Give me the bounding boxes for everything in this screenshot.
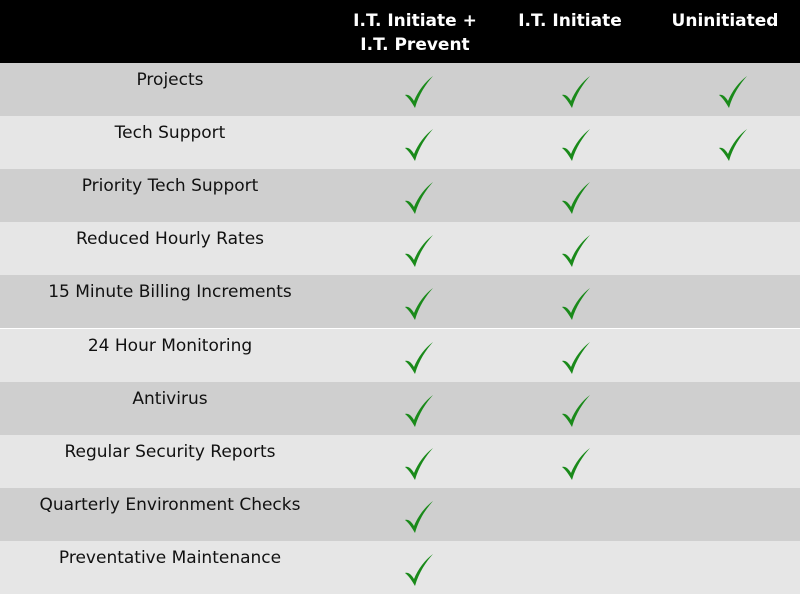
checkmark-icon [403,181,435,215]
column-header-line: I.T. Initiate [518,11,622,31]
table-row: Reduced Hourly Rates [0,222,800,276]
feature-label: Projects [136,70,204,90]
table-row: Projects [0,63,800,116]
checkmark-icon [403,234,435,268]
feature-label: Quarterly Environment Checks [39,494,301,515]
table-row: 15 Minute Billing Increments [0,275,800,329]
table-row: Regular Security Reports [0,434,800,488]
checkmark-icon [403,394,435,428]
checkmark-icon [560,394,592,428]
checkmark-icon [560,447,592,481]
column-header-line: I.T. Prevent [360,35,470,55]
column-header-line: Uninitiated [671,11,779,31]
table-row: Tech Support [0,116,800,170]
checkmark-icon [560,128,592,162]
feature-label: Reduced Hourly Rates [75,229,265,250]
checkmark-icon [560,75,592,109]
checkmark-icon [403,75,435,109]
table-row: Priority Tech Support [0,169,800,223]
column-header-initiate: I.T. Initiate [490,9,650,33]
checkmark-icon [560,341,592,375]
table-row: Preventative Maintenance [0,540,800,594]
checkmark-icon [403,287,435,321]
checkmark-icon [717,128,749,162]
checkmark-icon [717,75,749,109]
checkmark-icon [403,447,435,481]
column-header-uninitiated: Uninitiated [645,9,800,33]
feature-label: Tech Support [114,123,226,144]
feature-label: Priority Tech Support [81,176,259,197]
checkmark-icon [403,553,435,587]
table-row: Antivirus [0,381,800,435]
table-row: 24 Hour Monitoring [0,328,800,382]
checkmark-icon [403,128,435,162]
checkmark-icon [403,341,435,375]
column-header-initiate-prevent: I.T. Initiate + I.T. Prevent [335,9,495,57]
checkmark-icon [560,287,592,321]
column-header-line: I.T. Initiate + [353,11,477,31]
checkmark-icon [560,181,592,215]
feature-label: Regular Security Reports [64,441,276,462]
table-header: I.T. Initiate + I.T. Prevent I.T. Initia… [0,0,800,63]
table-row: Quarterly Environment Checks [0,487,800,541]
feature-label: 15 Minute Billing Increments [48,282,292,303]
checkmark-icon [403,500,435,534]
feature-label: Preventative Maintenance [58,547,282,568]
feature-label: 24 Hour Monitoring [87,335,253,356]
feature-label: Antivirus [132,388,208,409]
checkmark-icon [560,234,592,268]
